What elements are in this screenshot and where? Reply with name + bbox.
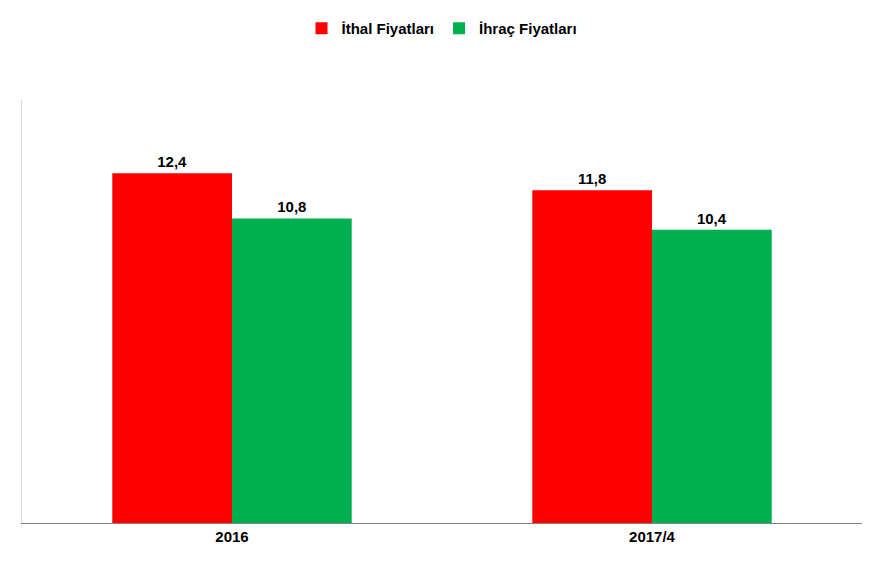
- svg-text:2017/4: 2017/4: [629, 528, 676, 545]
- svg-text:11,8: 11,8: [578, 170, 606, 187]
- svg-text:İhraç Fiyatları: İhraç Fiyatları: [479, 20, 577, 37]
- svg-text:10,4: 10,4: [697, 210, 727, 227]
- svg-text:10,8: 10,8: [277, 198, 306, 215]
- svg-text:12,4: 12,4: [157, 153, 187, 170]
- svg-text:İthal Fiyatları: İthal Fiyatları: [342, 20, 435, 37]
- svg-text:2016: 2016: [215, 528, 248, 545]
